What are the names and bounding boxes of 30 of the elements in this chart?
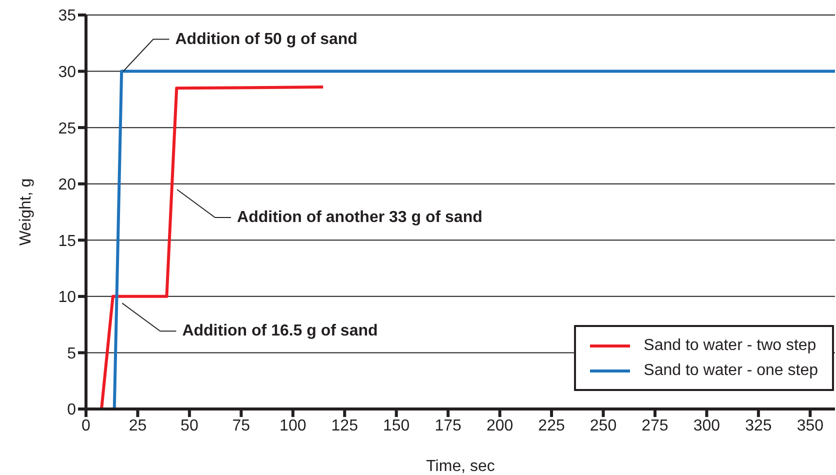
y-tick-label: 10 (58, 289, 76, 306)
y-tick-label: 15 (58, 232, 76, 250)
x-tick-label: 250 (590, 417, 617, 434)
y-tick-label: 25 (58, 120, 76, 138)
x-tick-label: 150 (383, 417, 410, 434)
x-tick-label: 75 (232, 417, 250, 434)
x-tick-label: 225 (538, 417, 565, 434)
x-tick-label: 25 (128, 417, 147, 434)
annotation: Addition of another 33 g of sand (237, 208, 482, 226)
x-tick-label: 125 (331, 417, 358, 434)
y-tick-label: 5 (67, 345, 76, 362)
legend-label: Sand to water - two step (644, 336, 816, 354)
x-tick-label: 300 (693, 417, 720, 434)
y-tick-label: 35 (58, 8, 76, 25)
x-tick-label: 50 (180, 417, 198, 434)
y-tick-label: 0 (67, 402, 76, 419)
y-axis-title: Weight, g (18, 178, 34, 246)
annotation: Addition of 16.5 g of sand (182, 322, 378, 340)
y-tick-label: 30 (58, 64, 76, 81)
x-tick-label: 0 (82, 417, 91, 434)
x-tick-label: 100 (280, 417, 306, 434)
legend-label: Sand to water - one step (644, 362, 818, 380)
y-tick-label: 20 (58, 176, 76, 194)
annotation: Addition of 50 g of sand (175, 30, 358, 48)
x-axis-title: Time, sec (426, 458, 495, 475)
x-tick-label: 325 (745, 417, 772, 434)
x-tick-label: 350 (796, 417, 824, 434)
x-tick-label: 200 (486, 417, 514, 434)
x-tick-label: 275 (642, 417, 668, 434)
x-tick-label: 175 (434, 417, 462, 434)
